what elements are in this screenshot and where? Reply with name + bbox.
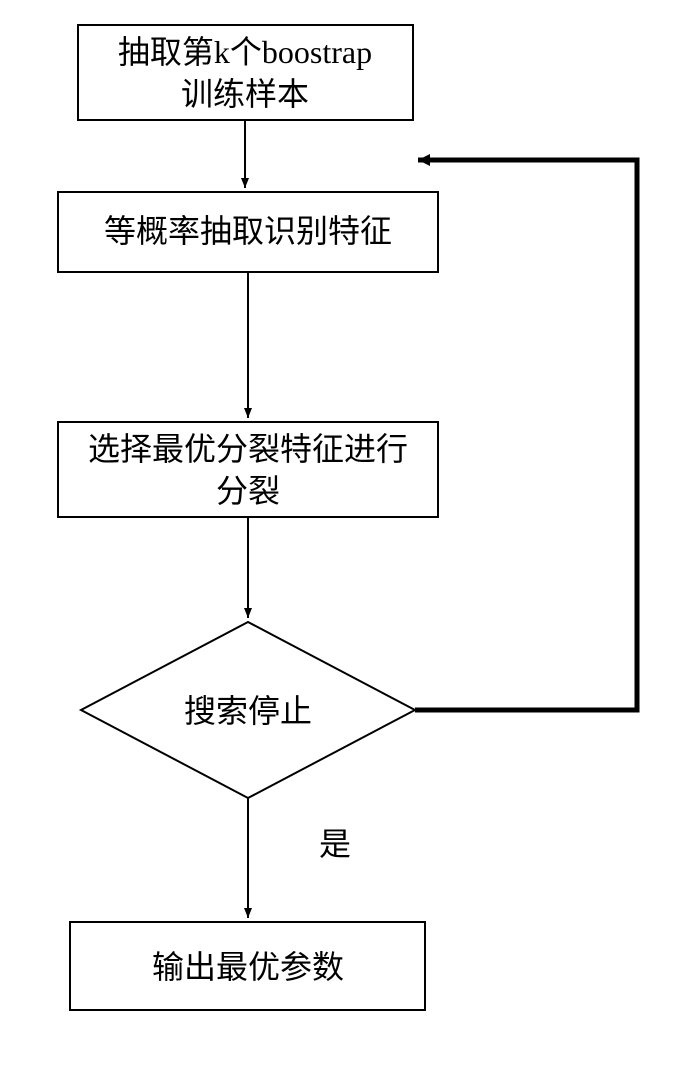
node-select-split-line2: 分裂 <box>216 473 280 509</box>
node-extract-sample-line2: 训练样本 <box>181 76 309 112</box>
edge-loop-back <box>415 160 637 710</box>
node-output-params: 输出最优参数 <box>70 922 425 1010</box>
node-output-params-text: 输出最优参数 <box>152 949 344 985</box>
node-select-split-line1: 选择最优分裂特征进行 <box>88 431 408 467</box>
node-decision-stop-text: 搜索停止 <box>184 693 312 729</box>
node-equal-prob-extract: 等概率抽取识别特征 <box>58 192 438 272</box>
node-equal-prob-extract-text: 等概率抽取识别特征 <box>104 213 392 249</box>
node-select-split: 选择最优分裂特征进行 分裂 <box>58 422 438 517</box>
node-decision-stop: 搜索停止 <box>81 622 415 798</box>
node-extract-sample: 抽取第k个boostrap 训练样本 <box>78 25 413 120</box>
node-extract-sample-line1: 抽取第k个boostrap <box>118 34 372 70</box>
label-yes: 是 <box>319 826 351 862</box>
